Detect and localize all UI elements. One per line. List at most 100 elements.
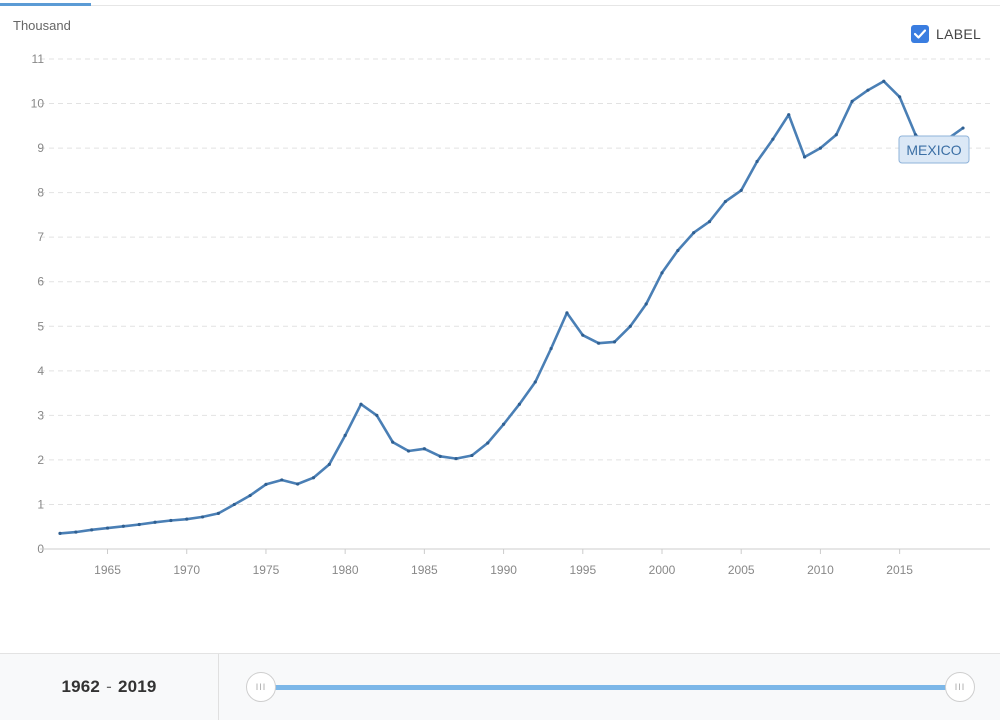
x-tick-label-2010: 2010 — [807, 563, 834, 577]
data-point-1964[interactable] — [90, 528, 94, 532]
data-point-1963[interactable] — [74, 530, 78, 534]
data-point-1968[interactable] — [153, 520, 157, 524]
y-tick-label-2: 2 — [37, 453, 44, 467]
data-point-1977[interactable] — [296, 482, 300, 486]
data-point-1992[interactable] — [533, 380, 537, 384]
x-tick-label-2000: 2000 — [649, 563, 676, 577]
data-point-2003[interactable] — [707, 219, 712, 224]
y-tick-label-1: 1 — [37, 497, 44, 511]
data-point-2007[interactable] — [771, 137, 775, 141]
data-point-2006[interactable] — [755, 159, 759, 164]
slider-start-handle[interactable]: III — [246, 672, 276, 702]
series-end-label-text: MEXICO — [906, 142, 961, 158]
data-point-1996[interactable] — [597, 341, 601, 345]
data-point-2002[interactable] — [692, 231, 696, 235]
data-point-1975[interactable] — [264, 482, 268, 487]
data-point-1976[interactable] — [280, 478, 284, 482]
y-tick-label-9: 9 — [37, 141, 44, 155]
data-point-1969[interactable] — [169, 518, 173, 523]
x-tick-label-2015: 2015 — [886, 563, 913, 577]
x-axis-ticks: 1965 1970 1975 1980 1985 1990 1995 2000 2005 2010… — [94, 549, 913, 577]
data-point-2013[interactable] — [866, 88, 870, 92]
x-tick-label-1970: 1970 — [173, 563, 200, 577]
data-point-1978[interactable] — [311, 476, 316, 480]
data-point-2012[interactable] — [850, 99, 854, 103]
y-tick-label-11: 11 — [32, 52, 45, 66]
data-point-1972[interactable] — [216, 511, 221, 515]
data-point-2011[interactable] — [834, 133, 838, 137]
data-point-2010[interactable] — [818, 146, 823, 150]
year-slider-track[interactable] — [262, 685, 962, 690]
range-divider — [218, 654, 219, 720]
data-point-1965[interactable] — [105, 526, 110, 530]
x-tick-label-1990: 1990 — [490, 563, 517, 577]
series-end-label-box — [898, 135, 970, 164]
year-range-display: 1962 - 2019 — [0, 654, 218, 720]
data-point-1981[interactable] — [359, 402, 363, 406]
range-end-year: 2019 — [117, 677, 157, 696]
series-line-mexico[interactable] — [58, 80, 965, 535]
y-tick-label-10: 10 — [31, 97, 45, 111]
x-tick-label-1980: 1980 — [332, 563, 359, 577]
data-point-1984[interactable] — [406, 449, 411, 453]
data-point-2009[interactable] — [802, 155, 807, 159]
series-end-label: MEXICO — [898, 135, 970, 164]
data-point-1974[interactable] — [248, 493, 252, 498]
checkbox-checked-icon[interactable] — [911, 25, 929, 43]
data-point-1994[interactable] — [565, 311, 569, 315]
data-point-2019[interactable] — [961, 126, 965, 130]
data-point-2015[interactable] — [898, 95, 902, 99]
data-point-1986[interactable] — [438, 454, 442, 458]
y-tick-label-8: 8 — [37, 186, 44, 200]
label-toggle[interactable]: LABEL — [911, 25, 981, 43]
data-point-1967[interactable] — [137, 522, 141, 527]
data-point-2005[interactable] — [739, 188, 743, 193]
x-tick-label-1975: 1975 — [253, 563, 280, 577]
top-divider — [0, 5, 1000, 6]
data-point-1983[interactable] — [391, 440, 395, 444]
active-tab-indicator — [0, 3, 91, 6]
range-start-year: 1962 — [61, 677, 101, 696]
data-point-1966[interactable] — [121, 524, 125, 528]
y-tick-label-3: 3 — [37, 408, 44, 422]
data-point-1980[interactable] — [343, 433, 347, 438]
y-tick-label-7: 7 — [37, 230, 44, 244]
data-point-1962[interactable] — [58, 531, 62, 536]
data-point-1989[interactable] — [486, 441, 490, 445]
data-point-1982[interactable] — [375, 413, 379, 417]
time-range-bar: 1962 - 2019 III III — [0, 653, 1000, 720]
data-point-1995[interactable] — [581, 333, 585, 337]
data-point-2014[interactable] — [882, 79, 886, 83]
data-point-1997[interactable] — [612, 340, 617, 344]
data-point-2001[interactable] — [676, 248, 680, 253]
x-tick-label-1965: 1965 — [94, 563, 121, 577]
label-toggle-text: LABEL — [936, 26, 982, 42]
data-point-1970[interactable] — [185, 517, 189, 521]
data-point-2004[interactable] — [723, 199, 727, 204]
data-point-1973[interactable] — [232, 502, 236, 507]
x-tick-label-1985: 1985 — [411, 563, 438, 577]
data-point-1987[interactable] — [454, 456, 458, 461]
data-point-1999[interactable] — [644, 302, 648, 306]
range-separator: - — [106, 677, 112, 696]
data-point-1991[interactable] — [517, 402, 522, 406]
data-point-1988[interactable] — [470, 453, 474, 458]
data-point-1979[interactable] — [327, 462, 331, 466]
series-group — [58, 79, 965, 536]
data-point-1990[interactable] — [501, 422, 506, 426]
y-tick-label-6: 6 — [37, 275, 44, 289]
data-point-1985[interactable] — [422, 447, 426, 451]
y-tick-label-4: 4 — [37, 364, 44, 378]
y-tick-label-5: 5 — [37, 319, 44, 333]
data-point-1993[interactable] — [549, 346, 553, 351]
gridlines — [40, 58, 990, 505]
data-point-1971[interactable] — [200, 515, 205, 519]
slider-end-handle[interactable]: III — [945, 672, 975, 702]
data-point-2008[interactable] — [787, 113, 791, 117]
x-tick-label-2005: 2005 — [728, 563, 755, 577]
data-point-2000[interactable] — [660, 271, 664, 275]
data-point-1998[interactable] — [628, 324, 632, 328]
x-tick-label-1995: 1995 — [569, 563, 596, 577]
